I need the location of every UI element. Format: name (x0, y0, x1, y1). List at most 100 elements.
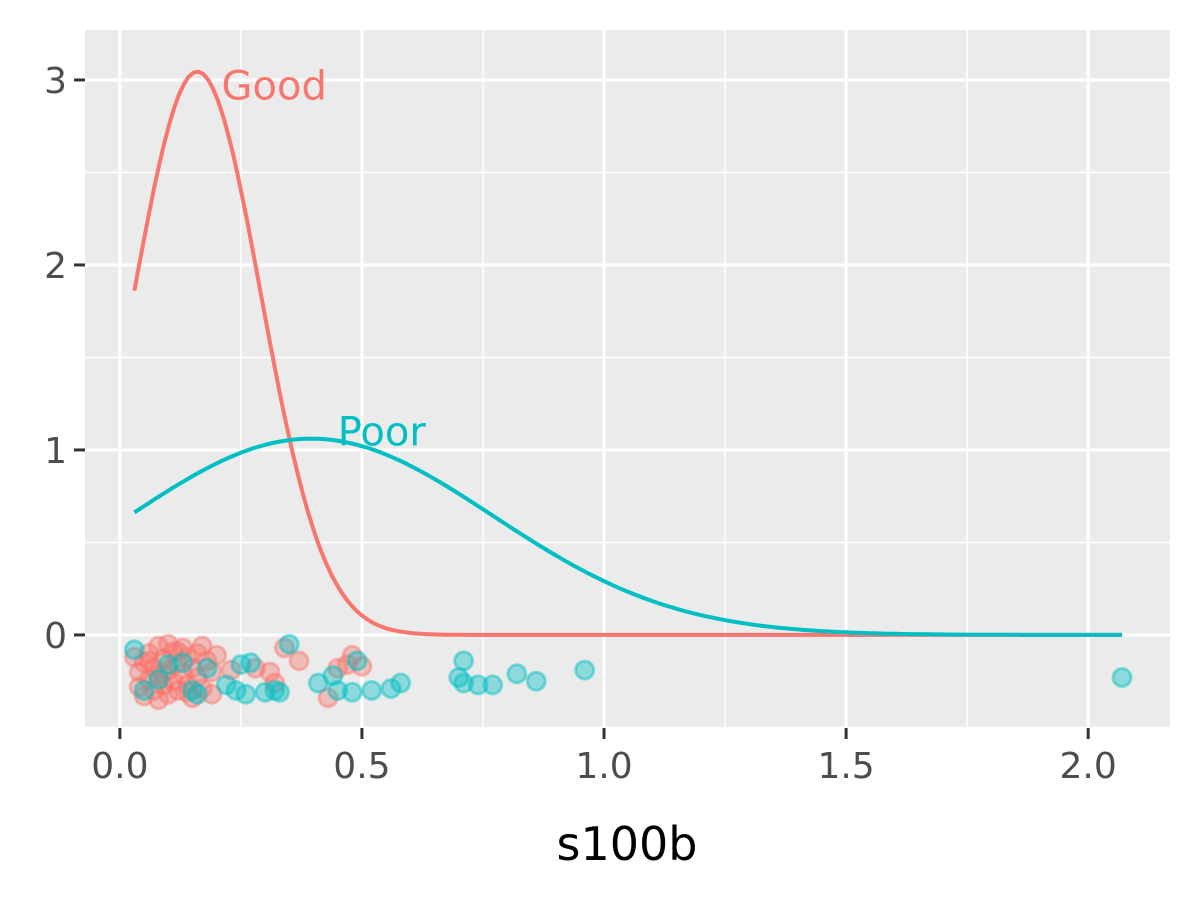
point-good (138, 668, 160, 690)
y-tick-label: 3 (44, 61, 67, 102)
x-tick-label: 1.5 (817, 746, 874, 787)
point-good (148, 665, 170, 687)
point-good (148, 689, 170, 711)
point-good (123, 646, 145, 668)
x-tick-label: 1.0 (575, 746, 632, 787)
x-tick-label: 0.5 (333, 746, 390, 787)
y-tick-label: 2 (44, 246, 67, 287)
point-good (162, 641, 184, 663)
point-poor (322, 665, 344, 687)
point-poor (361, 679, 383, 701)
point-poor (341, 681, 363, 703)
point-good (191, 635, 213, 657)
point-good (128, 676, 150, 698)
point-poor (390, 672, 412, 694)
point-good (264, 672, 286, 694)
point-good (148, 635, 170, 657)
density-curve-poor (133, 436, 1123, 637)
point-good (186, 666, 208, 688)
point-good (206, 644, 228, 666)
point-good (244, 657, 266, 679)
point-poor (525, 670, 547, 692)
point-poor (278, 633, 300, 655)
point-good (152, 648, 174, 670)
point-poor (254, 681, 276, 703)
panel-background (85, 30, 1170, 728)
point-good (157, 683, 179, 705)
point-poor (506, 663, 528, 685)
point-good (196, 650, 218, 672)
point-poor (448, 666, 470, 688)
point-good (273, 637, 295, 659)
point-good (128, 661, 150, 683)
point-good (177, 646, 199, 668)
point-poor (196, 657, 218, 679)
label-poor: Poor (338, 409, 427, 455)
point-good (167, 652, 189, 674)
x-axis: 0.0 0.5 1.0 1.5 2.0 (91, 728, 1117, 787)
point-poor (327, 679, 349, 701)
y-axis: 0 1 2 3 (44, 61, 85, 657)
point-poor (1111, 666, 1133, 688)
point-good (288, 650, 310, 672)
point-good (167, 679, 189, 701)
point-good (201, 661, 223, 683)
point-poor (186, 683, 208, 705)
point-good (201, 683, 223, 705)
point-good (172, 637, 194, 659)
point-good (143, 679, 165, 701)
point-good (327, 657, 349, 679)
point-poor (133, 679, 155, 701)
point-good (138, 650, 160, 672)
point-good (133, 685, 155, 707)
x-axis-title: s100b (557, 817, 698, 871)
y-tick-label: 0 (44, 616, 67, 657)
point-good (157, 633, 179, 655)
point-poor (157, 654, 179, 676)
point-good (181, 657, 203, 679)
point-good (181, 687, 203, 709)
point-poor (215, 674, 237, 696)
point-poor (225, 679, 247, 701)
point-good (259, 661, 281, 683)
point-poor (380, 678, 402, 700)
point-good (143, 657, 165, 679)
point-good (177, 674, 199, 696)
point-poor (123, 639, 145, 661)
y-tick-label: 1 (44, 431, 67, 472)
point-poor (172, 652, 194, 674)
x-tick-label: 2.0 (1060, 746, 1117, 787)
point-good (167, 641, 189, 663)
point-poor (574, 659, 596, 681)
point-good (152, 663, 174, 685)
point-good (138, 642, 160, 664)
point-poor (230, 654, 252, 676)
point-good (336, 654, 358, 676)
point-good (177, 681, 199, 703)
point-good (351, 655, 373, 677)
point-good (341, 644, 363, 666)
curves (132, 69, 1123, 637)
point-poor (148, 668, 170, 690)
point-poor (181, 679, 203, 701)
point-poor (453, 672, 475, 694)
point-good (220, 659, 242, 681)
point-poor (264, 679, 286, 701)
points (123, 633, 1133, 711)
point-poor (453, 650, 475, 672)
point-good (172, 663, 194, 685)
point-poor (240, 652, 262, 674)
label-good: Good (222, 63, 327, 109)
point-good (162, 670, 184, 692)
x-tick-label: 0.0 (91, 746, 148, 787)
point-poor (482, 674, 504, 696)
point-good (152, 674, 174, 696)
point-poor (235, 683, 257, 705)
point-poor (307, 672, 329, 694)
point-poor (269, 681, 291, 703)
point-good (133, 652, 155, 674)
point-good (186, 642, 208, 664)
point-poor (467, 674, 489, 696)
point-good (317, 687, 339, 709)
